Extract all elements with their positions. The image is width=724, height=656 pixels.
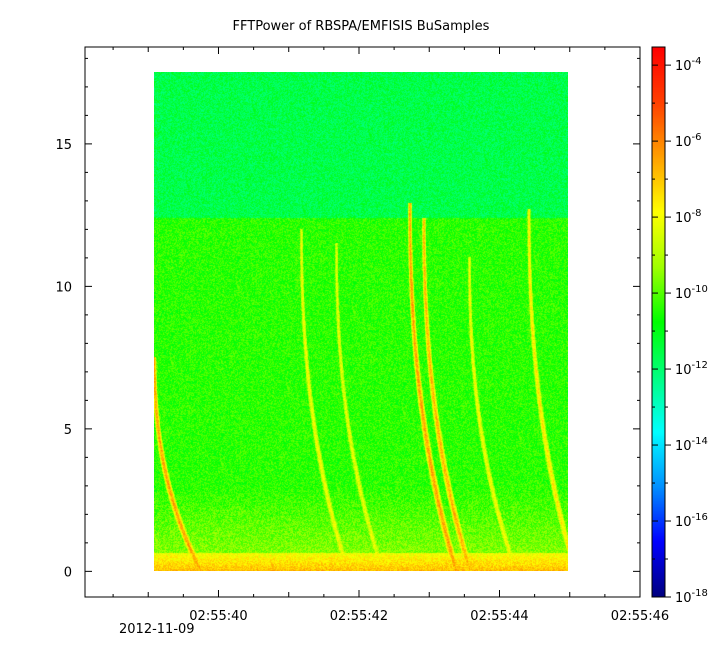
colorbar-tick-label: 10-4 [675,56,702,74]
colorbar-tick-label: 10-6 [675,132,702,150]
colorbar-tick-label: 10-18 [675,588,708,606]
colorbar-tick-label: 10-16 [675,512,708,530]
plot-frame [84,46,641,598]
y-tick-label: 10 [55,280,72,295]
colorbar-gradient [652,47,665,597]
y-tick-label: 0 [64,565,72,580]
x-tick-label: 02:55:40 [189,609,247,624]
x-tick-label: 02:55:46 [611,609,669,624]
colorbar-tick-label: 10-8 [675,208,702,226]
chart-title: FFTPower of RBSPA/EMFISIS BuSamples [233,19,490,34]
x-axis-date-label: 2012-11-09 [119,622,195,637]
x-tick-label: 02:55:42 [330,609,388,624]
y-tick-label: 15 [55,138,72,153]
colorbar-frame [651,46,666,598]
x-tick-label: 02:55:44 [470,609,528,624]
colorbar-tick-label: 10-10 [675,284,708,302]
y-tick-label: 5 [64,423,72,438]
colorbar-tick-label: 10-14 [675,436,708,454]
colorbar-tick-label: 10-12 [675,360,708,378]
x-axis: 02:55:40 02:55:42 02:55:44 02:55:46 [112,47,669,624]
spectrogram-image [154,72,568,571]
y-axis: 0 5 10 15 [55,57,640,580]
